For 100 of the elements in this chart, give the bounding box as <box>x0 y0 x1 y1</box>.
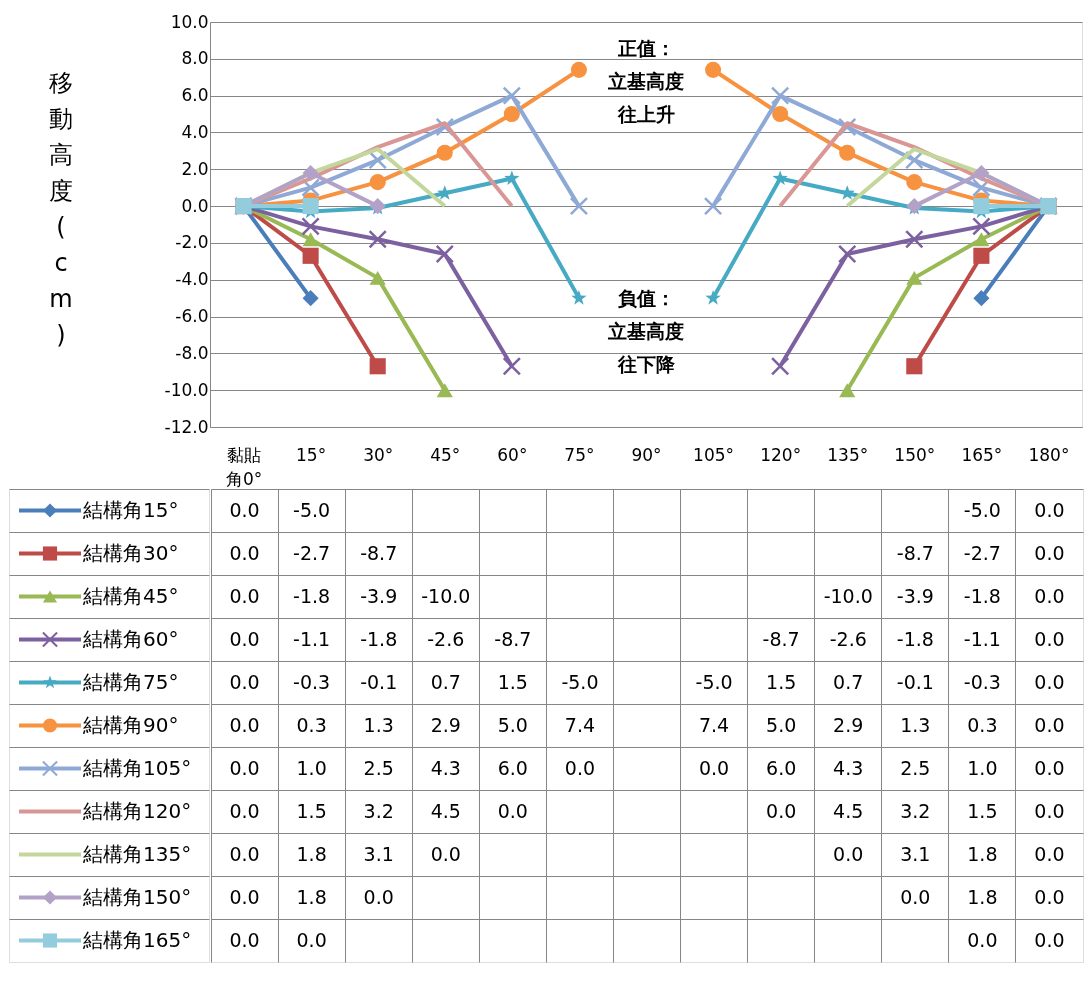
data-label: 0.3 <box>296 713 327 736</box>
data-label: 1.3 <box>900 713 931 736</box>
data-label: -0.3 <box>963 670 1001 693</box>
data-label: 0.0 <box>229 541 260 564</box>
data-label: 0.0 <box>229 842 260 865</box>
x-tick-label: 30° <box>363 444 394 465</box>
x-tick-label: 180° <box>1028 444 1070 465</box>
data-label: 0.0 <box>1034 928 1065 951</box>
data-label: 0.0 <box>1034 756 1065 779</box>
data-label: 0.0 <box>967 928 998 951</box>
data-label: 1.0 <box>296 756 327 779</box>
data-label: 0.0 <box>1034 541 1065 564</box>
y-tick-label: -10.0 <box>164 379 209 400</box>
x-tick-label: 135° <box>827 444 869 465</box>
data-label: -0.3 <box>293 670 331 693</box>
data-label: 4.3 <box>833 756 864 779</box>
data-label: -1.8 <box>896 627 934 650</box>
data-label: -1.1 <box>963 627 1001 650</box>
legend-label: 結構角75° <box>82 669 179 694</box>
y-tick-label: 10.0 <box>170 11 209 32</box>
data-label: 2.9 <box>833 713 864 736</box>
data-label: -8.7 <box>494 627 532 650</box>
x-tick-label: 105° <box>693 444 735 465</box>
data-label: -2.7 <box>293 541 331 564</box>
legend-label: 結構角150° <box>82 884 192 909</box>
data-label: -1.8 <box>963 584 1001 607</box>
data-label: 0.0 <box>229 498 260 521</box>
data-label: -8.7 <box>896 541 934 564</box>
annotation: 負值：立基高度往下降 <box>607 287 684 375</box>
data-label: -8.7 <box>762 627 800 650</box>
data-label: 0.0 <box>229 627 260 650</box>
data-label: 6.0 <box>766 756 797 779</box>
data-label: 0.0 <box>833 842 864 865</box>
data-label: 1.8 <box>967 842 998 865</box>
data-label: -10.0 <box>421 584 471 607</box>
data-label: 1.5 <box>497 670 528 693</box>
data-label: 0.0 <box>1034 842 1065 865</box>
data-label: -3.9 <box>896 584 934 607</box>
data-label: 1.5 <box>967 799 998 822</box>
data-label: 0.0 <box>229 670 260 693</box>
data-label: 1.5 <box>766 670 797 693</box>
data-label: 5.0 <box>766 713 797 736</box>
legend-label: 結構角90° <box>82 712 179 737</box>
data-label: -2.6 <box>829 627 867 650</box>
data-label: 0.0 <box>229 584 260 607</box>
data-label: 4.5 <box>430 799 461 822</box>
y-tick-label: -2.0 <box>175 232 209 253</box>
legend-label: 結構角60° <box>82 626 179 651</box>
data-label: 3.2 <box>363 799 394 822</box>
data-label: -0.1 <box>360 670 398 693</box>
data-label: 3.2 <box>900 799 931 822</box>
data-label: 0.0 <box>1034 627 1065 650</box>
data-label: 0.0 <box>564 756 596 779</box>
y-tick-label: -12.0 <box>164 416 209 437</box>
y-tick-label: 6.0 <box>181 85 209 106</box>
y-tick-label: -4.0 <box>175 269 209 290</box>
data-label: -0.1 <box>896 670 934 693</box>
data-label: -5.0 <box>695 670 733 693</box>
data-label: 0.0 <box>1034 498 1065 521</box>
data-label: 6.0 <box>497 756 528 779</box>
data-label: 0.0 <box>698 756 730 779</box>
data-label: -5.0 <box>561 670 599 693</box>
data-label: 0.7 <box>430 670 461 693</box>
x-tick-label: 120° <box>760 444 802 465</box>
x-tick-label: 90° <box>631 444 662 465</box>
legend-label: 結構角120° <box>82 798 192 823</box>
x-tick-label: 150° <box>894 444 936 465</box>
data-label: -8.7 <box>360 541 398 564</box>
data-label: 3.1 <box>900 842 931 865</box>
data-label: 7.4 <box>564 713 596 736</box>
data-label: -1.8 <box>360 627 398 650</box>
annotation: 正值：立基高度往上升 <box>607 37 684 125</box>
y-tick-label: 2.0 <box>181 158 209 179</box>
y-tick-label: 8.0 <box>181 48 209 69</box>
data-label: 4.3 <box>430 756 461 779</box>
data-label: 5.0 <box>497 713 528 736</box>
data-label: -5.0 <box>963 498 1001 521</box>
data-label: 1.3 <box>363 713 394 736</box>
data-label: -5.0 <box>293 498 331 521</box>
legend-label: 結構角30° <box>82 540 179 565</box>
data-label: -1.8 <box>293 584 331 607</box>
data-label: -3.9 <box>360 584 398 607</box>
data-label: 0.0 <box>497 799 528 822</box>
y-tick-label: 0.0 <box>181 195 209 216</box>
data-label: 0.0 <box>229 756 260 779</box>
data-label: 4.5 <box>833 799 864 822</box>
data-label: 1.0 <box>967 756 998 779</box>
x-tick-label: 45° <box>430 444 461 465</box>
data-label: 0.0 <box>1034 670 1065 693</box>
data-label: 2.9 <box>430 713 461 736</box>
data-label: 1.8 <box>967 885 998 908</box>
data-label: 2.5 <box>363 756 394 779</box>
x-tick-label: 75° <box>564 444 595 465</box>
data-label: -10.0 <box>823 584 873 607</box>
data-label: 0.0 <box>1034 584 1065 607</box>
data-label: 0.0 <box>229 885 260 908</box>
data-label: 0.0 <box>900 885 931 908</box>
data-label: -2.7 <box>963 541 1001 564</box>
x-tick-label: 165° <box>961 444 1003 465</box>
data-label: -1.1 <box>293 627 331 650</box>
